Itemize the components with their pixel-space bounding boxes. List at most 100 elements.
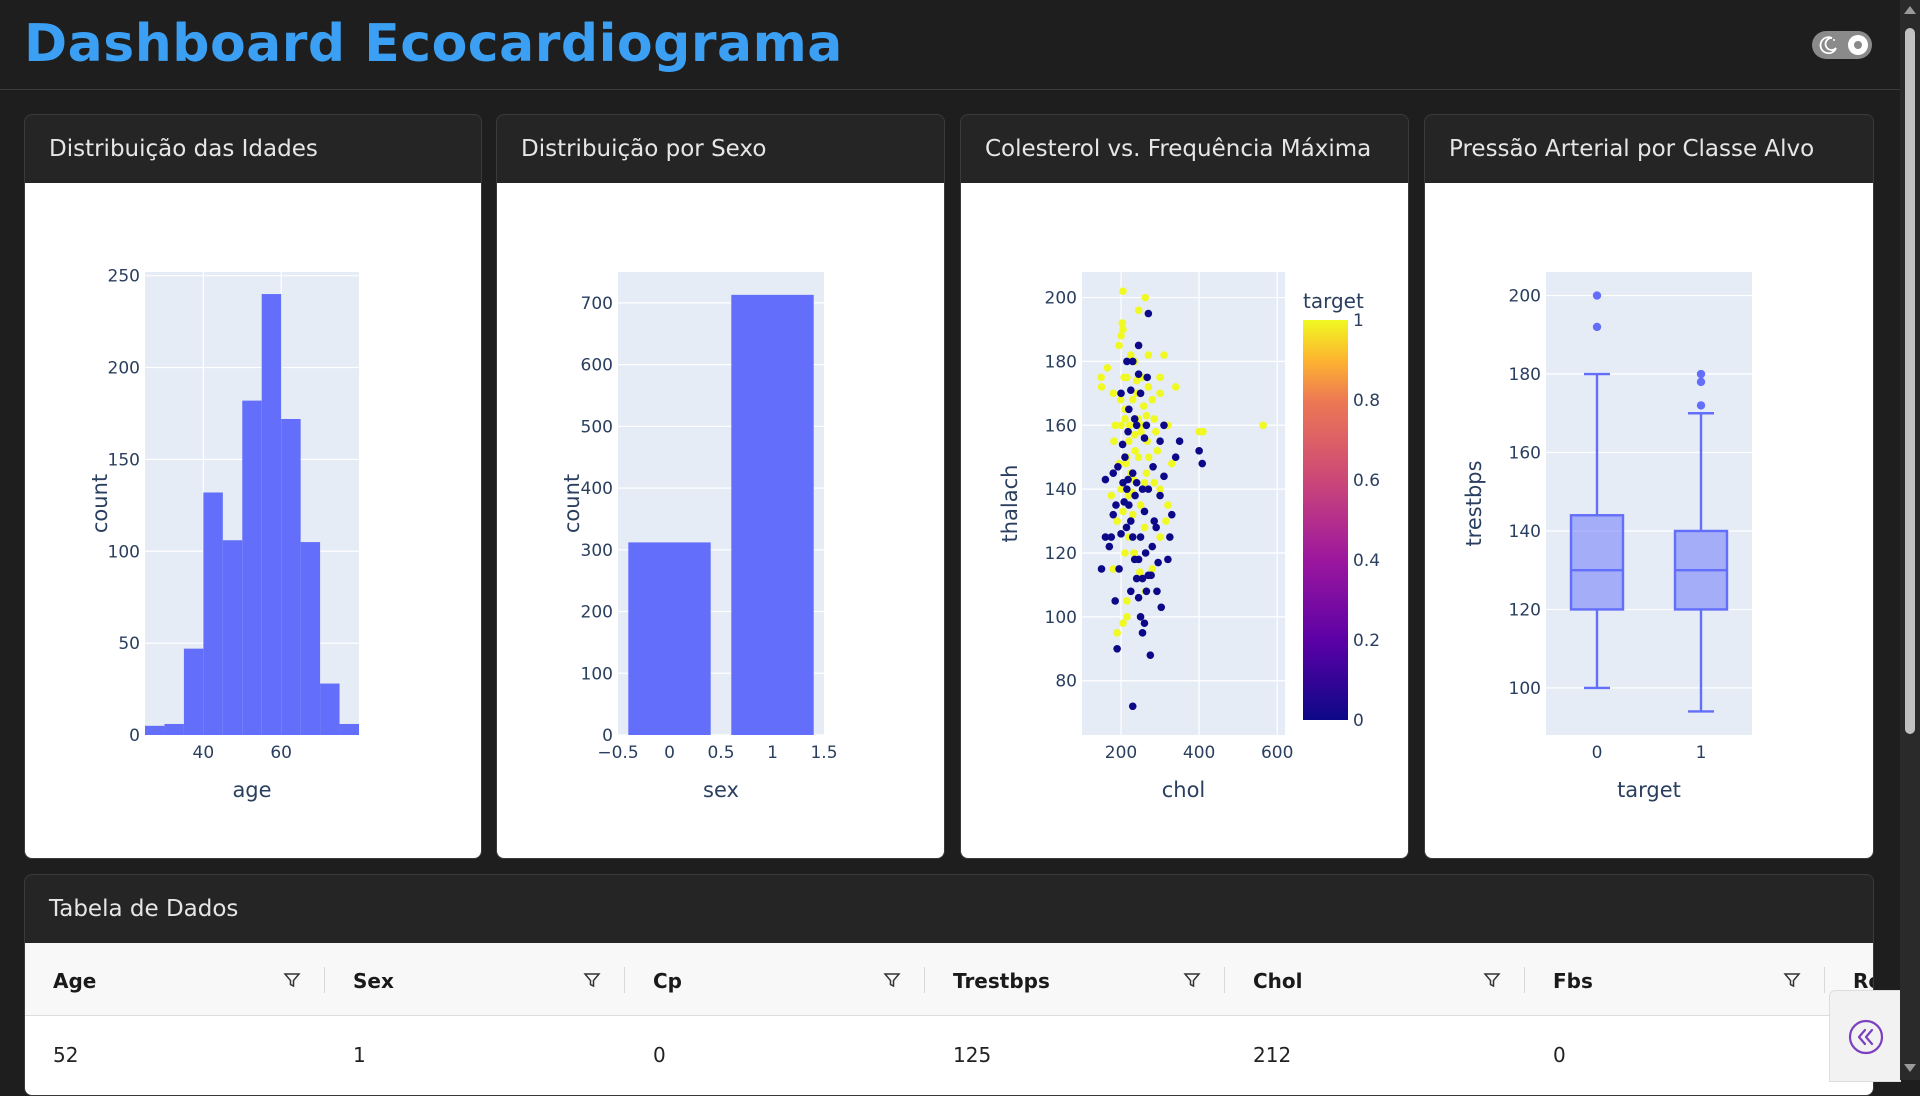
y-axis-label: count bbox=[88, 474, 112, 533]
scatter-point bbox=[1160, 472, 1168, 481]
scroll-up-arrow[interactable] bbox=[1904, 6, 1916, 14]
y-tick-label: 50 bbox=[118, 634, 140, 654]
scatter-point bbox=[1105, 542, 1114, 551]
histogram-bar bbox=[203, 492, 223, 735]
scatter-point bbox=[1130, 549, 1138, 557]
theme-toggle[interactable] bbox=[1812, 31, 1872, 59]
scatter-point bbox=[1132, 421, 1141, 430]
filter-icon[interactable] bbox=[1783, 971, 1801, 989]
scatter-point bbox=[1119, 507, 1127, 516]
scatter-point bbox=[1128, 357, 1137, 366]
age-histogram-chart[interactable]: 0 50 100 150 200 250 40 60 age count bbox=[25, 183, 481, 858]
scatter-point bbox=[1162, 517, 1170, 525]
scatter-point bbox=[1148, 395, 1157, 404]
scatter-point bbox=[1144, 485, 1153, 493]
pressure-box-chart[interactable]: 100 120 140 160 180 200 0 1 target trestbps bbox=[1425, 183, 1873, 858]
column-separator[interactable] bbox=[624, 967, 625, 993]
filter-icon[interactable] bbox=[1183, 971, 1201, 989]
scatter-point bbox=[1140, 507, 1149, 516]
column-header-restecg[interactable]: Re bbox=[1825, 943, 1873, 1015]
scatter-point bbox=[1150, 478, 1159, 487]
scatter-point bbox=[1144, 453, 1153, 462]
column-header-fbs[interactable]: Fbs bbox=[1525, 943, 1825, 1015]
y-tick-label: 100 bbox=[581, 664, 613, 684]
scatter-point bbox=[1128, 510, 1137, 519]
column-separator[interactable] bbox=[1524, 967, 1525, 993]
scatter-point bbox=[1128, 533, 1137, 541]
scatter-point bbox=[1164, 501, 1172, 509]
cell-chol[interactable]: 212 bbox=[1253, 1043, 1292, 1067]
scatter-point bbox=[1126, 517, 1135, 525]
scatter-point bbox=[1126, 587, 1135, 596]
box-outlier bbox=[1696, 369, 1706, 379]
column-label: Cp bbox=[653, 969, 682, 993]
column-separator[interactable] bbox=[324, 967, 325, 993]
scatter-point bbox=[1101, 533, 1110, 541]
scatter-point bbox=[1134, 593, 1143, 602]
box-outlier bbox=[1696, 377, 1706, 387]
filter-icon[interactable] bbox=[883, 971, 901, 989]
page-scrollbar[interactable] bbox=[1900, 0, 1920, 1080]
scatter-point bbox=[1156, 389, 1164, 398]
scatter-point bbox=[1140, 434, 1149, 442]
x-axis-label: sex bbox=[703, 778, 739, 802]
scatter-point bbox=[1143, 373, 1151, 382]
scatter-point bbox=[1126, 386, 1135, 394]
scatter-point bbox=[1136, 501, 1145, 509]
cell-fbs[interactable]: 0 bbox=[1553, 1043, 1566, 1067]
filter-icon[interactable] bbox=[1483, 971, 1501, 989]
scatter-point bbox=[1149, 462, 1157, 471]
scatter-point bbox=[1153, 447, 1162, 455]
histogram-bar bbox=[145, 725, 165, 735]
scatter-point bbox=[1115, 341, 1123, 350]
column-separator[interactable] bbox=[1224, 967, 1225, 993]
scatter-point bbox=[1160, 421, 1168, 430]
scatter-point bbox=[1116, 395, 1125, 404]
collapse-panel-button[interactable] bbox=[1829, 990, 1901, 1082]
scatter-point bbox=[1195, 447, 1203, 455]
scatter-point bbox=[1167, 459, 1176, 468]
double-chevron-left-icon bbox=[1848, 1019, 1884, 1055]
column-header-chol[interactable]: Chol bbox=[1225, 943, 1525, 1015]
chart-container: 80 100 120 140 160 180 200 200 400 600 chol thalach… bbox=[961, 183, 1408, 858]
scatter-point bbox=[1138, 574, 1147, 583]
column-header-trestbps[interactable]: Trestbps bbox=[925, 943, 1225, 1015]
scatter-point bbox=[1130, 415, 1139, 423]
y-axis-label: trestbps bbox=[1462, 460, 1486, 546]
chol-thalach-scatter-chart[interactable]: 80 100 120 140 160 180 200 200 400 600 chol thalach… bbox=[961, 183, 1408, 858]
y-tick-label: 200 bbox=[1045, 289, 1077, 309]
column-header-age[interactable]: Age bbox=[25, 943, 325, 1015]
cell-trestbps[interactable]: 125 bbox=[953, 1043, 992, 1067]
column-separator[interactable] bbox=[924, 967, 925, 993]
y-tick-label: 180 bbox=[1045, 352, 1077, 372]
cell-cp[interactable]: 0 bbox=[653, 1043, 666, 1067]
column-header-cp[interactable]: Cp bbox=[625, 943, 925, 1015]
y-tick-label: 120 bbox=[1045, 544, 1077, 564]
column-separator[interactable] bbox=[1824, 967, 1825, 993]
scatter-point bbox=[1140, 523, 1149, 532]
x-axis-label: chol bbox=[1162, 778, 1206, 802]
y-axis-label: thalach bbox=[998, 465, 1022, 543]
scatter-point bbox=[1117, 530, 1125, 538]
scatter-point bbox=[1144, 383, 1153, 391]
scatter-point bbox=[1157, 603, 1166, 612]
cell-sex[interactable]: 1 bbox=[353, 1043, 366, 1067]
scatter-point bbox=[1259, 421, 1267, 430]
filter-icon[interactable] bbox=[583, 971, 601, 989]
table-title: Tabela de Dados bbox=[49, 896, 239, 922]
scatter-point bbox=[1153, 587, 1161, 596]
scroll-thumb[interactable] bbox=[1905, 28, 1915, 734]
scatter-point bbox=[1156, 437, 1164, 446]
top-bar: Dashboard Ecocardiograma bbox=[0, 0, 1900, 90]
filter-icon[interactable] bbox=[283, 971, 301, 989]
y-tick-label: 140 bbox=[1045, 480, 1077, 500]
scatter-point bbox=[1109, 510, 1118, 519]
column-header-sex[interactable]: Sex bbox=[325, 943, 625, 1015]
scatter-point bbox=[1147, 571, 1155, 580]
card-age-distribution: Distribuição das Idades 0 50 100 150 200 250 4… bbox=[24, 114, 482, 859]
scroll-down-arrow[interactable] bbox=[1904, 1064, 1916, 1072]
y-tick-label: 0 bbox=[129, 726, 140, 746]
column-label: Age bbox=[53, 969, 97, 993]
cell-age[interactable]: 52 bbox=[53, 1043, 79, 1067]
